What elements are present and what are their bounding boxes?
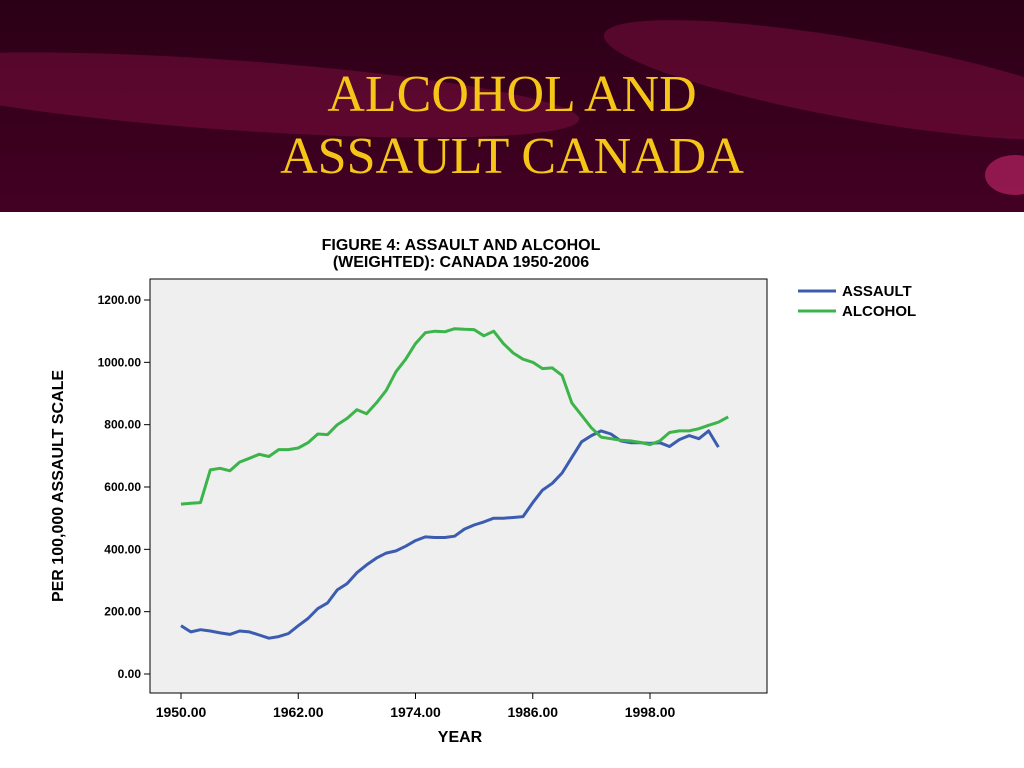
y-tick-label: 1000.00 bbox=[98, 355, 142, 369]
slide-title: ALCOHOL AND ASSAULT CANADA bbox=[0, 64, 1024, 188]
y-axis-label: PER 100,000 ASSAULT SCALE bbox=[50, 370, 67, 602]
y-tick-label: 400.00 bbox=[104, 542, 141, 556]
chart-panel: FIGURE 4: ASSAULT AND ALCOHOL (WEIGHTED)… bbox=[0, 212, 1024, 768]
legend-label-assault: ASSAULT bbox=[842, 283, 912, 300]
y-tick-label: 1200.00 bbox=[98, 293, 142, 307]
legend: ASSAULT ALCOHOL bbox=[798, 283, 916, 320]
plot-area bbox=[149, 278, 768, 694]
y-tick-label: 200.00 bbox=[104, 605, 141, 619]
series-line-assault bbox=[180, 429, 720, 640]
x-tick-label: 1950.00 bbox=[156, 704, 207, 720]
chart-title-line1: FIGURE 4: ASSAULT AND ALCOHOL bbox=[322, 237, 601, 254]
x-tick-label: 1962.00 bbox=[273, 704, 324, 720]
y-tick-label: 0.00 bbox=[118, 667, 142, 681]
x-tick-label: 1986.00 bbox=[507, 704, 558, 720]
x-tick-label: 1998.00 bbox=[625, 704, 676, 720]
series-line-alcohol bbox=[180, 327, 729, 506]
slide-title-line2: ASSAULT CANADA bbox=[280, 128, 744, 185]
x-axis-label: YEAR bbox=[438, 729, 483, 746]
chart-title-line2: (WEIGHTED): CANADA 1950-2006 bbox=[333, 254, 589, 271]
line-chart: FIGURE 4: ASSAULT AND ALCOHOL (WEIGHTED)… bbox=[50, 237, 916, 746]
y-tick-label: 600.00 bbox=[104, 480, 141, 494]
legend-label-alcohol: ALCOHOL bbox=[842, 303, 916, 320]
slide-title-line1: ALCOHOL AND bbox=[327, 66, 697, 123]
y-tick-label: 800.00 bbox=[104, 418, 141, 432]
x-tick-label: 1974.00 bbox=[390, 704, 441, 720]
